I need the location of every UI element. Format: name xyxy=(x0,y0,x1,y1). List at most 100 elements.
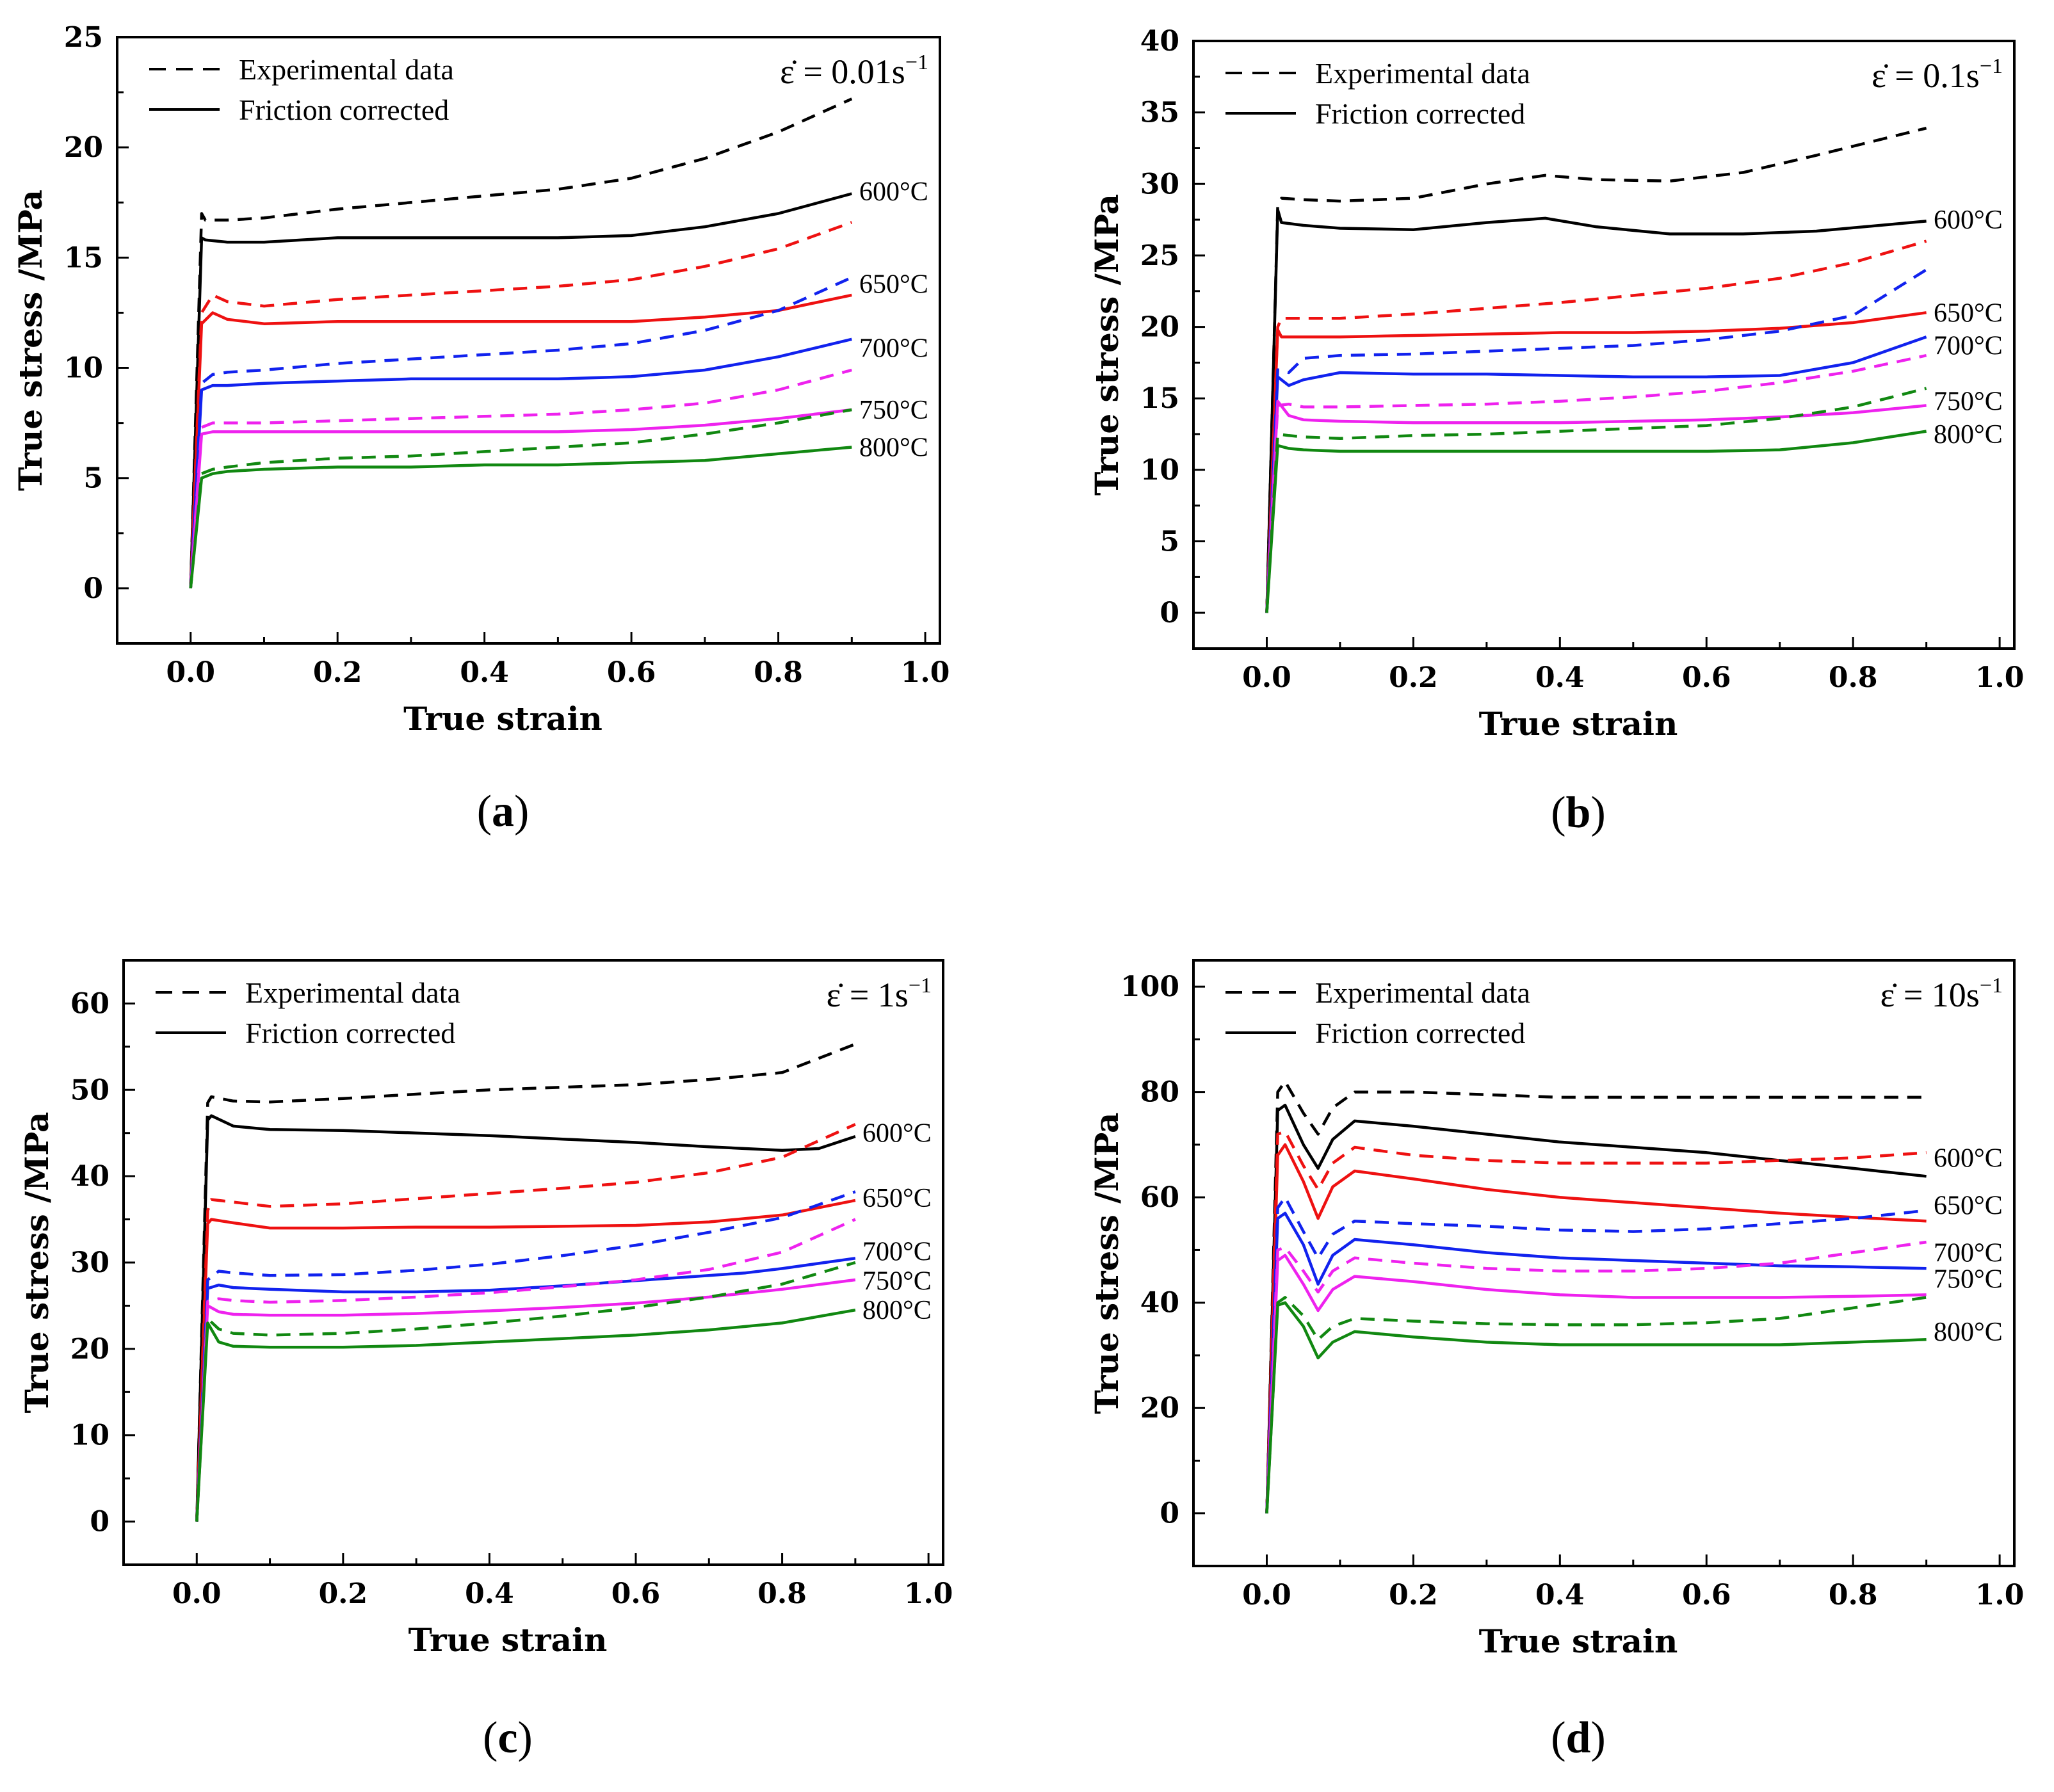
series-line-600-experimental xyxy=(195,1042,856,1522)
x-tick-label: 0.2 xyxy=(319,1578,368,1610)
x-tick-label: 0.8 xyxy=(1829,661,1878,694)
temperature-label-800: 800°C xyxy=(862,1296,932,1325)
x-tick-label: 0.2 xyxy=(1389,661,1438,694)
temperature-label-700: 700°C xyxy=(862,1237,932,1266)
y-tick-label: 0 xyxy=(83,572,103,605)
strain-rate-value: ε̇ = 0.1s xyxy=(1872,56,1980,95)
series-line-600-experimental xyxy=(1265,1079,1927,1514)
chart-panel-d: 0.0 0.2 0.4 0.6 0.8 1.0 0 20 40 60 80 100 True strai… xyxy=(1088,959,2025,1763)
y-tick-label: 100 xyxy=(1120,971,1179,1003)
temperature-label-750: 750°C xyxy=(859,396,928,425)
x-tick-label: 0.4 xyxy=(1535,1579,1585,1611)
temperature-label-800: 800°C xyxy=(859,433,928,463)
series-line-650-corrected xyxy=(195,1199,856,1522)
chart-panel-a: 0.0 0.2 0.4 0.6 0.8 1.0 0 5 10 15 20 25 True strain T… xyxy=(12,21,950,836)
y-tick-label: 5 xyxy=(1160,526,1179,558)
panel-caption-letter: c xyxy=(497,1713,517,1763)
strain-rate-value: ε̇ = 0.01s xyxy=(780,52,905,91)
y-tick-label: 40 xyxy=(1140,1287,1179,1320)
x-tick-label: 0.6 xyxy=(611,1578,661,1610)
x-tick-label: 0.2 xyxy=(1389,1579,1438,1611)
y-tick-label: 20 xyxy=(1140,1392,1179,1425)
x-axis-label: True strain xyxy=(408,1621,608,1659)
legend-experimental-label: Experimental data xyxy=(1315,57,1530,90)
series-line-600-corrected xyxy=(195,1114,856,1522)
panel-caption-letter: d xyxy=(1566,1713,1591,1763)
series-line-650-experimental xyxy=(1265,1130,1927,1514)
y-tick-label: 30 xyxy=(1140,168,1179,200)
x-tick-label: 0.8 xyxy=(757,1578,807,1610)
legend-corrected-label: Friction corrected xyxy=(245,1017,455,1049)
x-tick-label: 1.0 xyxy=(1975,661,2025,694)
y-axis-label: True stress /MPa xyxy=(12,190,49,491)
panel-caption: (c) xyxy=(483,1713,533,1763)
series-line-750-corrected xyxy=(1265,1254,1927,1514)
series-line-650-corrected xyxy=(1265,1143,1927,1514)
y-tick-label: 20 xyxy=(1140,311,1179,344)
panel-caption-open: ( xyxy=(483,1713,497,1763)
legend-experimental-label: Experimental data xyxy=(245,976,460,1009)
y-tick-label: 20 xyxy=(64,131,103,164)
x-tick-label: 1.0 xyxy=(904,1578,953,1610)
series-line-600-experimental xyxy=(1265,127,1927,613)
series-line-650-corrected xyxy=(189,293,852,588)
y-tick-label: 60 xyxy=(70,987,109,1020)
temperature-label-750: 750°C xyxy=(862,1266,932,1296)
series-line-750-experimental xyxy=(189,368,852,589)
series-line-600-corrected xyxy=(1265,208,1927,613)
series-line-750-corrected xyxy=(189,408,852,589)
y-tick-label: 80 xyxy=(1140,1076,1179,1109)
temperature-label-650: 650°C xyxy=(1934,1191,2003,1221)
strain-rate-exponent: −1 xyxy=(1980,974,2003,997)
panel-caption-letter: b xyxy=(1566,788,1591,837)
y-tick-label: 10 xyxy=(70,1419,109,1452)
y-tick-label: 40 xyxy=(70,1160,109,1193)
chart-panel-b: 0.0 0.2 0.4 0.6 0.8 1.0 0 5 10 15 20 25 30 35 40 True s… xyxy=(1088,25,2024,837)
panel-caption-close: ) xyxy=(514,787,529,836)
x-tick-label: 0.4 xyxy=(460,656,509,689)
strain-rate-value: ε̇ = 1s xyxy=(827,976,909,1014)
temperature-label-750: 750°C xyxy=(1934,387,2003,417)
series-line-650-corrected xyxy=(1265,311,1927,613)
x-tick-label: 0.0 xyxy=(1242,661,1291,694)
temperature-label-700: 700°C xyxy=(1934,332,2003,361)
series-line-700-corrected xyxy=(189,337,852,589)
y-tick-label: 0 xyxy=(1160,1497,1179,1530)
y-axis-label: True stress /MPa xyxy=(1088,1113,1126,1414)
panel-caption-letter: a xyxy=(492,787,514,836)
x-tick-label: 1.0 xyxy=(1975,1579,2025,1611)
series-line-700-experimental xyxy=(195,1190,856,1522)
series-line-750-experimental xyxy=(1265,354,1927,613)
x-tick-label: 0.8 xyxy=(754,656,803,689)
series-line-650-experimental xyxy=(189,221,853,588)
x-tick-label: 0.0 xyxy=(166,656,215,689)
x-tick-label: 0.6 xyxy=(607,656,656,689)
series-line-750-experimental xyxy=(195,1218,856,1522)
legend-experimental-label: Experimental data xyxy=(239,53,454,86)
temperature-label-650: 650°C xyxy=(862,1184,932,1213)
series-line-800-corrected xyxy=(189,446,852,589)
temperature-label-750: 750°C xyxy=(1934,1265,2003,1295)
panel-caption: (a) xyxy=(477,787,530,836)
y-axis-label: True stress /MPa xyxy=(18,1112,56,1414)
y-tick-label: 60 xyxy=(1140,1181,1179,1214)
series-line-750-experimental xyxy=(1265,1240,1927,1514)
series-line-800-experimental xyxy=(195,1261,856,1522)
series-line-800-corrected xyxy=(195,1308,856,1522)
strain-rate-exponent: −1 xyxy=(909,974,932,997)
temperature-label-800: 800°C xyxy=(1934,1318,2003,1347)
chart-panel-c: 0.0 0.2 0.4 0.6 0.8 1.0 0 10 20 30 40 50 60 True stra… xyxy=(18,959,953,1763)
y-tick-label: 20 xyxy=(70,1333,109,1366)
panel-caption-close: ) xyxy=(1590,788,1605,837)
panel-caption-close: ) xyxy=(1590,1713,1605,1763)
legend-corrected-label: Friction corrected xyxy=(239,93,449,126)
y-tick-label: 25 xyxy=(1140,239,1179,272)
y-tick-label: 10 xyxy=(1140,454,1179,487)
series-line-700-experimental xyxy=(1265,1195,1927,1514)
x-tick-label: 1.0 xyxy=(901,656,950,689)
temperature-label-600: 600°C xyxy=(862,1119,932,1149)
series-line-800-corrected xyxy=(1265,430,1927,613)
series-line-800-corrected xyxy=(1265,1301,1927,1514)
